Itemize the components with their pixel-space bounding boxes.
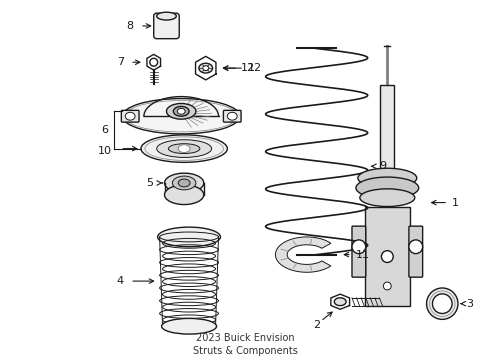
Text: 10: 10 [98,145,112,156]
Ellipse shape [162,318,217,334]
Ellipse shape [125,112,135,120]
Text: 1: 1 [452,198,459,208]
Ellipse shape [360,189,415,207]
Text: 8: 8 [126,21,134,31]
Ellipse shape [169,144,200,153]
Ellipse shape [165,185,204,204]
Text: 6: 6 [101,125,108,135]
Ellipse shape [172,176,196,190]
Ellipse shape [383,282,391,290]
Bar [380,85,394,183]
Ellipse shape [203,66,209,71]
Ellipse shape [157,12,176,20]
FancyBboxPatch shape [154,13,179,39]
Ellipse shape [167,103,196,119]
Ellipse shape [141,135,227,162]
Text: 2023 Buick Envision
Struts & Components: 2023 Buick Envision Struts & Components [193,333,297,356]
Ellipse shape [433,294,452,314]
Text: 7: 7 [117,57,124,67]
Ellipse shape [334,298,346,306]
Ellipse shape [381,251,393,262]
Ellipse shape [352,240,366,254]
Ellipse shape [358,168,417,188]
Text: 5: 5 [147,178,153,188]
Ellipse shape [177,108,185,114]
Ellipse shape [178,145,190,153]
FancyBboxPatch shape [409,226,423,277]
Ellipse shape [158,227,220,247]
FancyBboxPatch shape [223,110,241,122]
FancyBboxPatch shape [352,226,366,277]
Ellipse shape [178,179,190,187]
Polygon shape [275,237,331,272]
Text: 9: 9 [379,161,387,171]
Ellipse shape [409,240,423,254]
Text: 4: 4 [117,276,124,286]
Ellipse shape [199,63,213,73]
Ellipse shape [122,99,240,134]
Ellipse shape [157,140,212,157]
Ellipse shape [227,112,237,120]
Text: 11: 11 [356,249,370,260]
Ellipse shape [173,107,189,116]
Ellipse shape [427,288,458,319]
Text: 12: 12 [248,63,262,73]
Ellipse shape [356,177,419,199]
Text: 12: 12 [241,63,255,73]
Ellipse shape [165,173,204,193]
Bar [365,207,410,306]
Text: 3: 3 [466,299,473,309]
Text: 2: 2 [313,320,320,330]
FancyBboxPatch shape [122,110,139,122]
